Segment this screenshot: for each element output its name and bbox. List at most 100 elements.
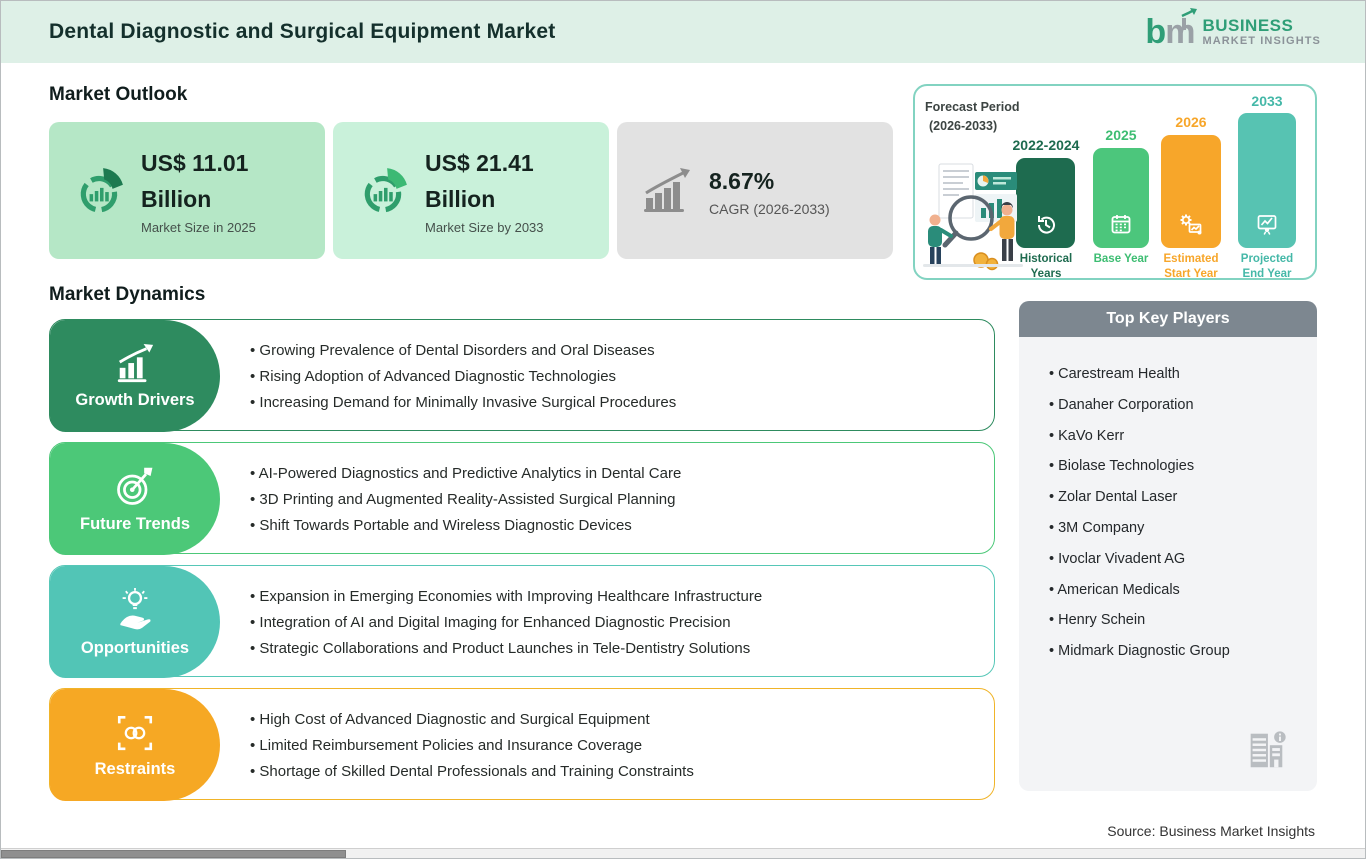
logo-wordmark: BUSINESS MARKET INSIGHTS — [1202, 17, 1321, 47]
key-player-item: Danaher Corporation — [1049, 390, 1317, 421]
key-player-item: 3M Company — [1049, 513, 1317, 544]
list-item: Shortage of Skilled Dental Professionals… — [250, 763, 693, 780]
logo-letter-b: b — [1145, 13, 1166, 51]
market-size-2033-caption: Market Size by 2033 — [425, 219, 544, 235]
logo-line-business: BUSINESS — [1202, 16, 1294, 36]
forecast-bar-base — [1093, 148, 1149, 248]
forecast-caption-projected: Projected End Year — [1240, 253, 1294, 280]
future-trends-items: AI-Powered Diagnostics and Predictive An… — [250, 443, 682, 555]
forecast-illustration — [923, 163, 1023, 271]
market-size-2033-value: US$ 21.41 Billion — [425, 150, 534, 212]
forecast-bar-estimated — [1161, 135, 1221, 248]
restraints-items: High Cost of Advanced Diagnostic and Sur… — [250, 689, 694, 801]
market-size-2025-value: US$ 11.01 Billion — [141, 150, 249, 212]
restraints-row: Restraints High Cost of Advanced Diagnos… — [49, 688, 995, 801]
calendar-icon — [1111, 215, 1131, 234]
market-size-2025-card: US$ 11.01 Billion Market Size in 2025 — [49, 122, 325, 259]
scrollbar-thumb[interactable] — [1, 850, 346, 858]
future-trends-row: Future Trends AI-Powered Diagnostics and… — [49, 442, 995, 555]
list-item: Shift Towards Portable and Wireless Diag… — [250, 517, 681, 534]
list-item: 3D Printing and Augmented Reality-Assist… — [250, 491, 681, 508]
top-key-players-panel: Top Key Players Carestream Health Danahe… — [1019, 301, 1317, 791]
top-key-players-header: Top Key Players — [1019, 301, 1317, 337]
growth-bars-arrow-icon — [117, 343, 154, 382]
forecast-year-base: 2025 — [1105, 127, 1137, 143]
forecast-period-title: Forecast Period (2026-2033) — [925, 98, 1019, 136]
bmi-logo-mark: bm — [1145, 8, 1198, 51]
opportunities-items: Expansion in Emerging Economies with Imp… — [250, 566, 762, 678]
opportunities-label-block: Opportunities — [50, 566, 220, 678]
list-item: Limited Reimbursement Policies and Insur… — [250, 737, 694, 754]
cagr-value: 8.67% — [709, 167, 775, 194]
forecast-year-estimated: 2026 — [1175, 114, 1207, 130]
key-player-item: Ivoclar Vivadent AG — [1049, 544, 1317, 575]
growth-drivers-label-block: Growth Drivers — [50, 320, 220, 432]
donut-chart-icon — [80, 167, 123, 212]
future-trends-label: Future Trends — [79, 514, 190, 533]
key-player-item: Carestream Health — [1049, 359, 1317, 390]
opportunities-label: Opportunities — [80, 638, 190, 657]
list-item: Increasing Demand for Minimally Invasive… — [250, 394, 676, 411]
donut-chart-icon — [364, 167, 407, 212]
restraints-label: Restraints — [94, 759, 176, 778]
growth-drivers-items: Growing Prevalence of Dental Disorders a… — [250, 320, 676, 432]
forecast-caption-historical: Historical Years — [1019, 253, 1073, 280]
target-arrow-icon — [117, 467, 153, 505]
key-player-item: Biolase Technologies — [1049, 451, 1317, 482]
market-dynamics-heading: Market Dynamics — [49, 284, 206, 305]
horizontal-scrollbar[interactable] — [1, 848, 1365, 858]
growth-drivers-label: Growth Drivers — [75, 390, 195, 409]
key-player-item: KaVo Kerr — [1049, 421, 1317, 452]
outlook-cards: US$ 11.01 Billion Market Size in 2025 US… — [49, 122, 893, 259]
list-item: Rising Adoption of Advanced Diagnostic T… — [250, 368, 676, 385]
source-note: Source: Business Market Insights — [1107, 823, 1315, 839]
key-player-item: Zolar Dental Laser — [1049, 482, 1317, 513]
card-text: 8.67% CAGR (2026-2033) — [709, 164, 879, 218]
forecast-year-projected: 2033 — [1251, 93, 1283, 109]
top-key-players-title: Top Key Players — [1106, 310, 1230, 327]
card-text: US$ 21.41 Billion Market Size by 2033 — [425, 146, 595, 234]
company-building-icon — [1250, 731, 1286, 768]
forecast-year-historical: 2022-2024 — [1012, 137, 1080, 153]
list-item: Strategic Collaborations and Product Lau… — [250, 640, 762, 657]
list-item: High Cost of Advanced Diagnostic and Sur… — [250, 711, 694, 728]
cagr-card: 8.67% CAGR (2026-2033) — [617, 122, 893, 259]
list-item: Integration of AI and Digital Imaging fo… — [250, 614, 762, 631]
forecast-bar-historical — [1016, 158, 1075, 248]
restraints-label-block: Restraints — [50, 689, 220, 801]
opportunities-row: Opportunities Expansion in Emerging Econ… — [49, 565, 995, 678]
key-player-item: American Medicals — [1049, 575, 1317, 606]
card-text: US$ 11.01 Billion Market Size in 2025 — [141, 146, 311, 234]
key-player-item: Midmark Diagnostic Group — [1049, 636, 1317, 667]
gear-chart-icon — [1180, 214, 1202, 235]
market-size-2033-card: US$ 21.41 Billion Market Size by 2033 — [333, 122, 609, 259]
brand-logo: bm BUSINESS MARKET INSIGHTS — [1145, 8, 1321, 51]
logo-line-market-insights: MARKET INSIGHTS — [1202, 34, 1321, 47]
history-clock-icon — [1037, 216, 1055, 234]
logo-arrow-icon — [1181, 8, 1198, 30]
cagr-caption: CAGR (2026-2033) — [709, 201, 830, 218]
forecast-bar-projected — [1238, 113, 1296, 248]
market-size-2025-caption: Market Size in 2025 — [141, 219, 256, 235]
key-player-item: Henry Schein — [1049, 605, 1317, 636]
list-item: Expansion in Emerging Economies with Imp… — [250, 588, 762, 605]
key-players-list: Carestream Health Danaher Corporation Ka… — [1049, 359, 1317, 667]
page-title: Dental Diagnostic and Surgical Equipment… — [49, 20, 556, 43]
forecast-caption-estimated: Estimated Start Year — [1163, 253, 1219, 280]
forecast-title-line2: (2026-2033) — [929, 118, 998, 133]
presentation-chart-icon — [1257, 215, 1277, 235]
forecast-caption-base: Base Year — [1093, 253, 1149, 265]
growth-drivers-row: Growth Drivers Growing Prevalence of Den… — [49, 319, 995, 432]
future-trends-label-block: Future Trends — [50, 443, 220, 555]
growth-bars-arrow-icon — [644, 167, 690, 212]
constraint-knot-icon — [117, 715, 153, 750]
list-item: AI-Powered Diagnostics and Predictive An… — [250, 465, 682, 482]
forecast-title-line1: Forecast Period — [925, 100, 1020, 114]
idea-hand-bulb-icon — [120, 587, 151, 629]
forecast-period-panel: Forecast Period (2026-2033) 2022-2024 Hi… — [913, 84, 1317, 280]
header: Dental Diagnostic and Surgical Equipment… — [1, 1, 1365, 63]
list-item: Growing Prevalence of Dental Disorders a… — [250, 342, 676, 359]
logo-letter-m: m — [1165, 13, 1195, 51]
market-outlook-heading: Market Outlook — [49, 84, 188, 105]
